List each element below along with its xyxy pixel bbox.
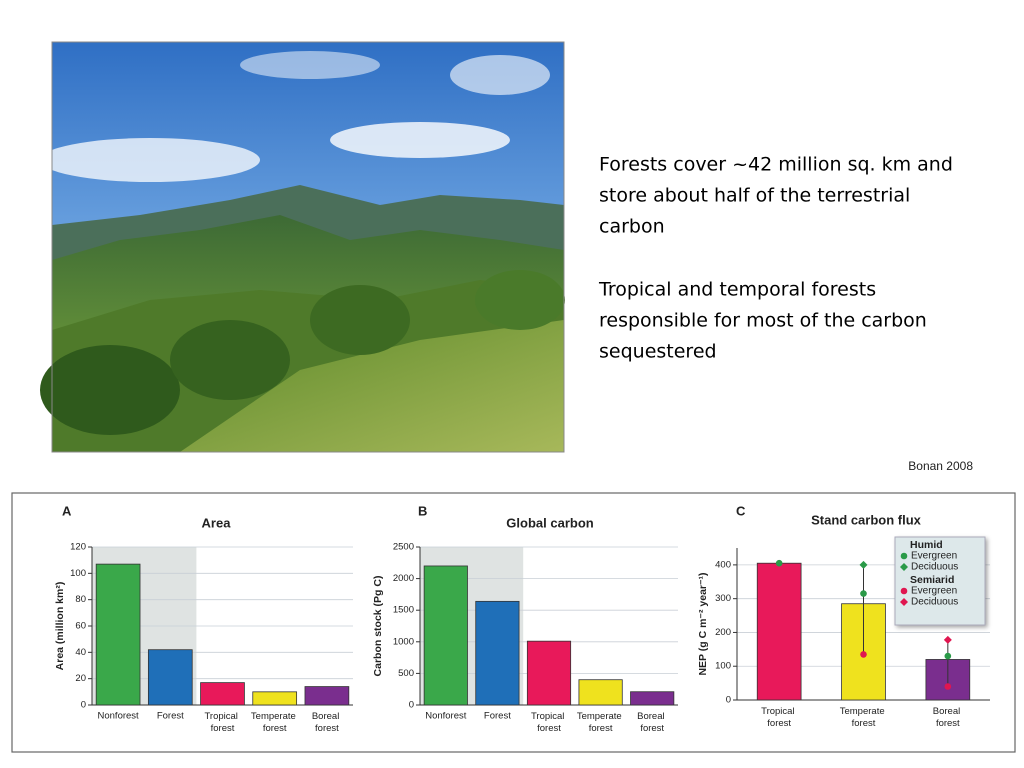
point [860,651,867,658]
x-tick-label: Boreal forest [933,706,963,729]
y-axis-label: NEP (g C m⁻² year⁻¹) [697,572,709,675]
legend-group-title: Humid [910,539,943,551]
bar [95,563,141,706]
legend-group-title: Semiarid [910,574,954,586]
paragraph: Forests cover ~42 million sq. km and [599,154,953,176]
bar [630,691,675,706]
point [944,652,952,660]
bar [475,600,520,706]
x-tick-label: Forest [157,711,184,722]
point [860,590,867,597]
chart-title: Global carbon [506,515,593,530]
point [943,635,952,644]
y-tick-label: 100 [715,661,731,672]
paragraph: responsible for most of the carbon [599,310,927,332]
x-tick-label: Tropical forest [531,711,567,734]
legend-label: Deciduous [911,562,958,573]
y-tick-label: 20 [75,673,86,684]
bar [252,691,298,706]
y-tick-label: 80 [75,594,86,605]
y-tick-label: 400 [715,559,731,570]
bar [578,679,623,706]
x-tick-label: Boreal forest [637,711,667,734]
x-tick-label: Temperate forest [251,711,299,734]
y-axis-label: Carbon stock (Pg C) [372,576,384,677]
x-tick-label: Tropical forest [761,706,797,729]
bar [423,565,468,706]
panel-letter: B [418,503,427,518]
y-tick-label: 0 [81,700,86,711]
x-tick-label: Forest [484,711,511,722]
bar [756,562,802,701]
y-tick-label: 120 [70,542,86,553]
y-axis-label: Area (million km²) [54,582,66,671]
photo [40,41,565,453]
y-tick-label: 60 [75,621,86,632]
panel-letter: C [736,503,746,518]
paragraph: sequestered [599,341,717,363]
point [944,683,952,690]
point [900,587,908,595]
x-tick-label: Nonforest [98,711,140,722]
point [900,552,908,560]
legend [894,536,986,626]
paragraph: Tropical and temporal forests [598,279,876,301]
y-tick-label: 100 [70,568,86,579]
legend-label: Evergreen [911,551,957,562]
paragraph: carbon [599,216,665,238]
y-tick-label: 0 [726,695,731,706]
x-tick-label: Boreal forest [312,711,342,734]
citation: Bonan 2008 [908,459,973,473]
chart-title: Stand carbon flux [811,512,922,527]
y-tick-label: 1500 [393,605,414,616]
y-tick-label: 40 [75,647,86,658]
y-tick-label: 2500 [393,542,414,553]
legend-label: Deciduous [911,597,958,608]
point [775,559,783,567]
chart-title: Area [202,515,232,530]
bar [526,640,572,706]
x-tick-label: Temperate forest [840,706,888,729]
panel-letter: A [62,503,72,518]
y-tick-label: 0 [409,700,414,711]
point [900,598,908,606]
bar [304,686,350,706]
y-tick-label: 2000 [393,573,414,584]
x-tick-label: Temperate forest [577,711,625,734]
point [859,560,868,569]
legend-label: Evergreen [911,586,957,597]
paragraph: store about half of the terrestrial [599,185,910,207]
point [900,563,908,571]
y-tick-label: 500 [398,668,414,679]
x-tick-label: Tropical forest [204,711,240,734]
legend-box [894,536,986,626]
x-tick-label: Nonforest [425,711,467,722]
y-tick-label: 200 [715,627,731,638]
y-tick-label: 1000 [393,636,414,647]
bar [200,682,245,706]
bar [147,649,193,706]
y-tick-label: 300 [715,593,731,604]
